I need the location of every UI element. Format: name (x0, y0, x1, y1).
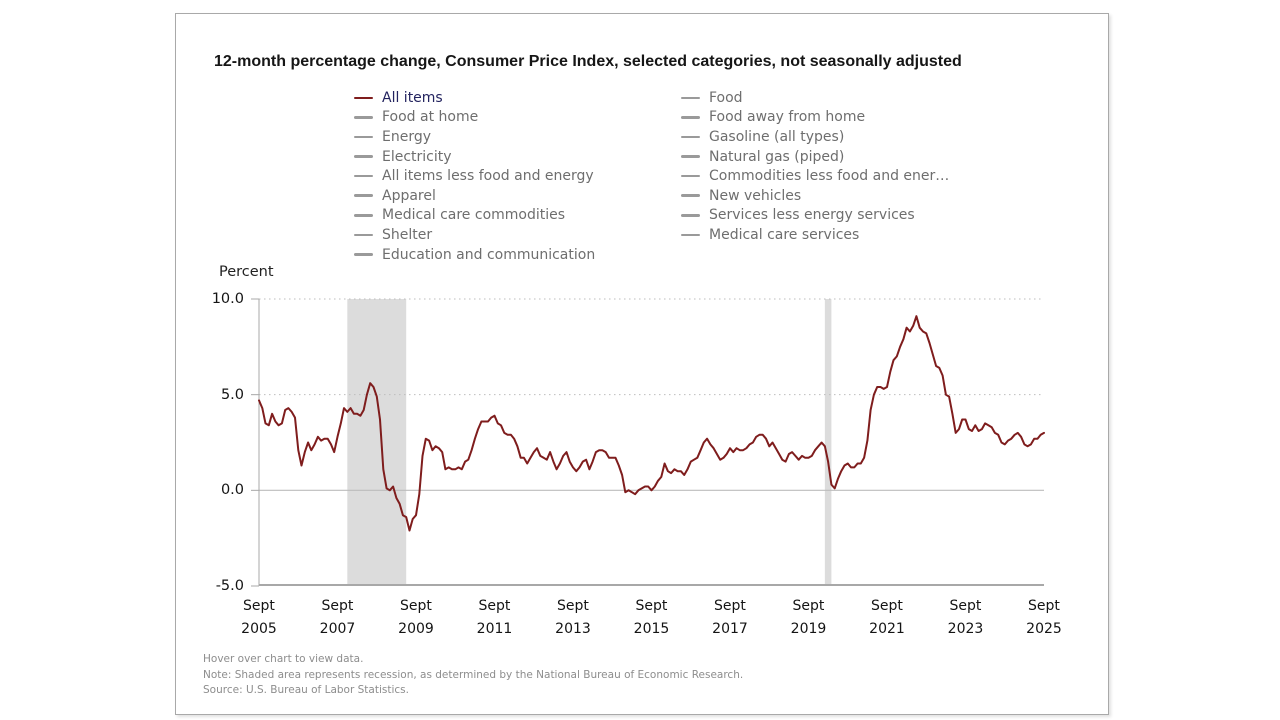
legend-item-label: Commodities less food and ener… (709, 168, 950, 185)
legend-item-label: Medical care commodities (382, 207, 566, 224)
legend-item-electricity[interactable]: Electricity (354, 147, 595, 167)
legend-item-gasoline-all-types[interactable]: Gasoline (all types) (681, 127, 949, 147)
x-tick-label: Sept 2019 (790, 598, 827, 637)
chart-card: 12-month percentage change, Consumer Pri… (175, 13, 1109, 715)
legend-item-all-items[interactable]: All items (354, 88, 595, 108)
legend-item-education-and-communication[interactable]: Education and communication (354, 245, 595, 265)
legend-item-food-at-home[interactable]: Food at home (354, 108, 595, 128)
x-tick-label: Sept 2015 (633, 598, 670, 637)
x-tick-label: Sept 2011 (476, 598, 513, 637)
legend-item-medical-care-commodities[interactable]: Medical care commodities (354, 206, 595, 226)
plot-area[interactable] (251, 298, 1045, 587)
legend-item-all-items-less-food-and-energy[interactable]: All items less food and energy (354, 166, 595, 186)
legend-item-new-vehicles[interactable]: New vehicles (681, 186, 949, 206)
recession-band (824, 299, 832, 586)
legend-line-swatch (354, 253, 373, 256)
legend-line-swatch (354, 233, 373, 237)
legend-line-swatch (354, 135, 373, 139)
legend-line-swatch (354, 174, 373, 178)
legend-item-label: Food at home (382, 109, 479, 126)
legend-line-swatch (354, 214, 373, 217)
x-tick-label: Sept 2009 (398, 598, 434, 637)
legend-item-label: Food (709, 89, 743, 106)
legend-line-swatch (681, 194, 700, 198)
legend-item-label: Electricity (382, 148, 452, 165)
legend-line-swatch (681, 174, 700, 178)
legend-item-label: Food away from home (709, 109, 866, 126)
y-tick-label: 10.0 (211, 291, 244, 307)
y-tick-label: 5.0 (220, 386, 244, 403)
legend-item-medical-care-services[interactable]: Medical care services (681, 225, 949, 245)
x-tick-label: Sept 2021 (869, 598, 905, 637)
legend-line-swatch (681, 116, 700, 119)
legend-item-commodities-less-food-and-ener[interactable]: Commodities less food and ener… (681, 166, 949, 186)
x-tick-label: Sept 2017 (712, 598, 748, 637)
legend-item-food[interactable]: Food (681, 88, 949, 108)
legend-item-apparel[interactable]: Apparel (354, 186, 595, 206)
chart-footer: Hover over chart to view data. Note: Sha… (203, 652, 743, 699)
legend-item-label: Education and communication (382, 246, 596, 263)
legend-line-swatch (354, 96, 373, 100)
legend-item-natural-gas-piped[interactable]: Natural gas (piped) (681, 147, 949, 167)
legend-item-label: Medical care services (709, 226, 860, 243)
chart-title: 12-month percentage change, Consumer Pri… (214, 53, 962, 70)
x-tick-label: Sept 2025 (1026, 598, 1062, 637)
footer-source: Source: U.S. Bureau of Labor Statistics. (203, 684, 409, 696)
legend-column-2: Food Food away from home Gasoline (all typ… (681, 88, 949, 245)
legend-line-swatch (681, 214, 700, 217)
legend-column-1: All items Food at home Energy Electricity Al… (354, 88, 595, 264)
legend-item-energy[interactable]: Energy (354, 127, 595, 147)
legend-item-services-less-energy-services[interactable]: Services less energy services (681, 206, 949, 226)
legend-line-swatch (681, 135, 700, 139)
legend-line-swatch (354, 194, 373, 198)
legend-item-label: Shelter (382, 226, 433, 243)
legend-item-shelter[interactable]: Shelter (354, 225, 595, 245)
legend-item-label: Apparel (382, 187, 436, 204)
x-tick-label: Sept 2007 (319, 598, 356, 637)
legend-item-food-away-from-home[interactable]: Food away from home (681, 108, 949, 128)
legend-item-label: Energy (382, 128, 432, 145)
x-tick-label: Sept 2023 (947, 598, 984, 637)
legend-line-swatch (354, 116, 373, 119)
y-axis-title: Percent (219, 264, 274, 280)
legend-item-label: New vehicles (709, 187, 802, 204)
series-all-items[interactable] (258, 315, 1045, 532)
legend-line-swatch (681, 155, 700, 158)
y-tick-label: -5.0 (215, 578, 244, 594)
legend-item-label: Gasoline (all types) (709, 128, 845, 145)
legend-item-label: Services less energy services (709, 207, 915, 224)
legend-item-label: Natural gas (piped) (709, 148, 845, 165)
recession-band (347, 299, 407, 586)
legend-item-label: All items (382, 89, 443, 106)
y-tick-label: 0.0 (220, 482, 244, 499)
legend-item-label: All items less food and energy (382, 168, 594, 185)
x-tick-label: Sept 2005 (241, 598, 277, 637)
legend-line-swatch (681, 233, 700, 237)
legend-line-swatch (354, 155, 373, 158)
footer-hover-hint: Hover over chart to view data. (203, 653, 364, 665)
cpi-line-chart[interactable] (251, 298, 1045, 587)
footer-note: Note: Shaded area represents recession, … (203, 668, 744, 681)
legend-line-swatch (681, 96, 700, 100)
x-tick-label: Sept 2013 (555, 598, 591, 637)
